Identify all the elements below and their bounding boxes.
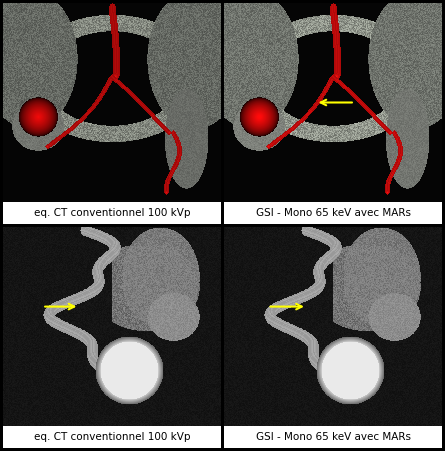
Text: GSI - Mono 65 keV avec MARs: GSI - Mono 65 keV avec MARs bbox=[255, 432, 410, 442]
Text: eq. CT conventionnel 100 kVp: eq. CT conventionnel 100 kVp bbox=[34, 432, 190, 442]
Text: GSI - Mono 65 keV avec MARs: GSI - Mono 65 keV avec MARs bbox=[255, 208, 410, 218]
Text: eq. CT conventionnel 100 kVp: eq. CT conventionnel 100 kVp bbox=[34, 208, 190, 218]
